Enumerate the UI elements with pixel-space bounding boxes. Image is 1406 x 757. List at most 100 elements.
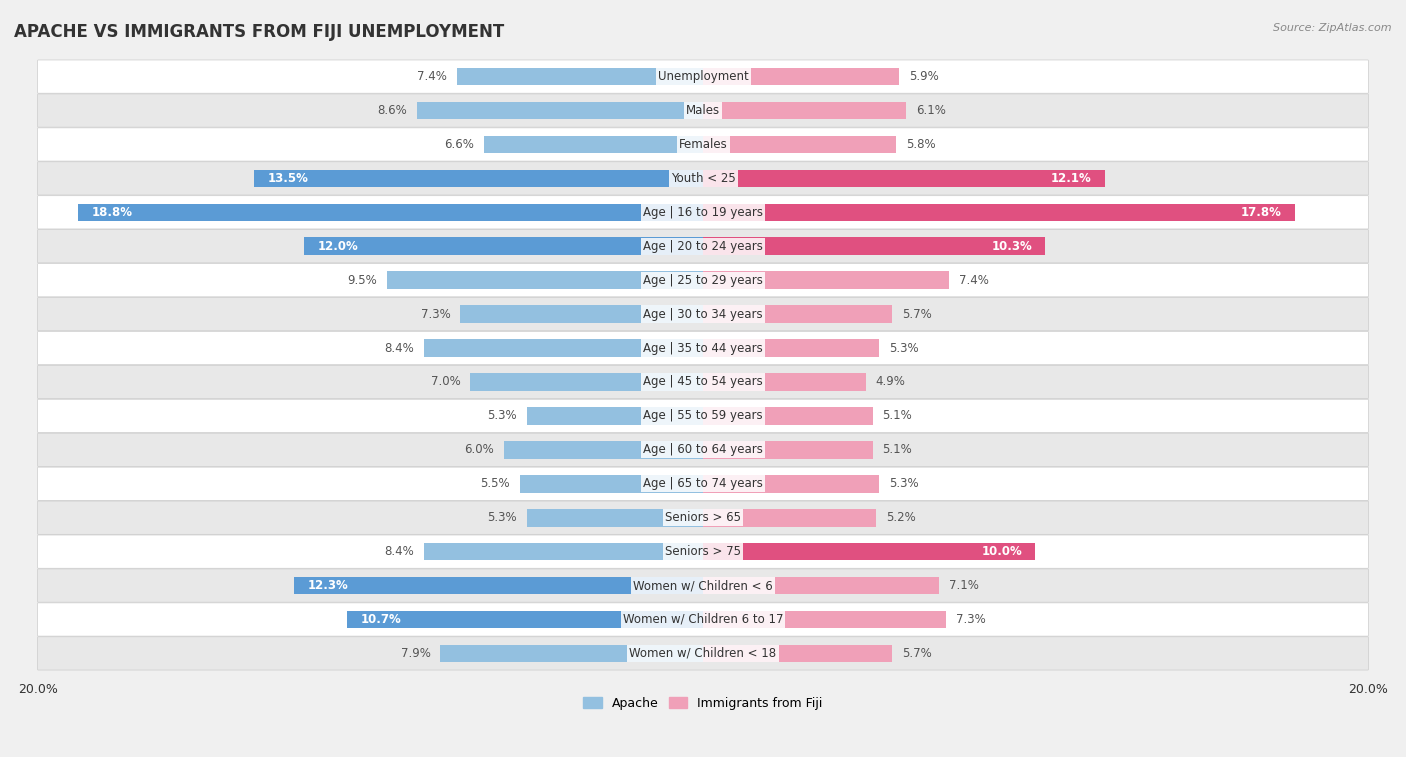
Bar <box>418 101 703 120</box>
Text: Age | 55 to 59 years: Age | 55 to 59 years <box>643 410 763 422</box>
Bar <box>79 204 703 221</box>
Text: 7.3%: 7.3% <box>420 307 450 321</box>
Bar <box>527 407 703 425</box>
Text: 7.0%: 7.0% <box>430 375 460 388</box>
Bar <box>527 509 703 527</box>
Bar <box>254 170 703 187</box>
Bar <box>703 101 905 120</box>
Text: 7.1%: 7.1% <box>949 579 979 592</box>
Bar <box>440 645 703 662</box>
FancyBboxPatch shape <box>38 60 1368 93</box>
Bar <box>471 373 703 391</box>
Text: Seniors > 75: Seniors > 75 <box>665 545 741 558</box>
FancyBboxPatch shape <box>38 399 1368 432</box>
Bar <box>703 543 1035 560</box>
Text: 12.1%: 12.1% <box>1052 172 1092 185</box>
FancyBboxPatch shape <box>38 467 1368 500</box>
Bar <box>703 441 873 459</box>
Text: 4.9%: 4.9% <box>876 375 905 388</box>
Text: 10.3%: 10.3% <box>991 240 1032 253</box>
FancyBboxPatch shape <box>38 603 1368 636</box>
Text: 17.8%: 17.8% <box>1240 206 1281 219</box>
FancyBboxPatch shape <box>38 128 1368 161</box>
Text: Age | 65 to 74 years: Age | 65 to 74 years <box>643 477 763 491</box>
Bar <box>703 373 866 391</box>
Text: 8.6%: 8.6% <box>377 104 408 117</box>
FancyBboxPatch shape <box>38 332 1368 365</box>
Text: 8.4%: 8.4% <box>384 341 413 354</box>
Text: Women w/ Children < 6: Women w/ Children < 6 <box>633 579 773 592</box>
Text: 5.7%: 5.7% <box>903 307 932 321</box>
FancyBboxPatch shape <box>38 569 1368 602</box>
Text: Seniors > 65: Seniors > 65 <box>665 511 741 524</box>
Text: 7.3%: 7.3% <box>956 613 986 626</box>
Text: 5.8%: 5.8% <box>905 138 935 151</box>
Text: 5.1%: 5.1% <box>883 410 912 422</box>
FancyBboxPatch shape <box>38 196 1368 229</box>
Bar <box>304 238 703 255</box>
Text: 5.2%: 5.2% <box>886 511 915 524</box>
Text: 7.4%: 7.4% <box>418 70 447 83</box>
Text: Source: ZipAtlas.com: Source: ZipAtlas.com <box>1274 23 1392 33</box>
Bar <box>503 441 703 459</box>
Text: 5.3%: 5.3% <box>889 341 918 354</box>
Text: 6.0%: 6.0% <box>464 444 494 456</box>
Text: Age | 20 to 24 years: Age | 20 to 24 years <box>643 240 763 253</box>
Text: 5.3%: 5.3% <box>889 477 918 491</box>
Text: Age | 25 to 29 years: Age | 25 to 29 years <box>643 274 763 287</box>
Text: 8.4%: 8.4% <box>384 545 413 558</box>
Text: Age | 35 to 44 years: Age | 35 to 44 years <box>643 341 763 354</box>
FancyBboxPatch shape <box>38 298 1368 331</box>
Text: 7.9%: 7.9% <box>401 647 430 660</box>
FancyBboxPatch shape <box>38 366 1368 399</box>
Bar <box>423 339 703 357</box>
Bar <box>703 238 1045 255</box>
Bar <box>703 577 939 594</box>
FancyBboxPatch shape <box>38 501 1368 534</box>
Bar <box>520 475 703 493</box>
Text: 5.7%: 5.7% <box>903 647 932 660</box>
Text: 18.8%: 18.8% <box>91 206 132 219</box>
Bar <box>703 475 879 493</box>
FancyBboxPatch shape <box>38 433 1368 466</box>
Text: 5.3%: 5.3% <box>488 410 517 422</box>
Text: Age | 16 to 19 years: Age | 16 to 19 years <box>643 206 763 219</box>
Legend: Apache, Immigrants from Fiji: Apache, Immigrants from Fiji <box>578 692 828 715</box>
Text: Unemployment: Unemployment <box>658 70 748 83</box>
Text: 10.0%: 10.0% <box>981 545 1022 558</box>
Bar <box>460 305 703 323</box>
Bar <box>703 305 893 323</box>
Text: Males: Males <box>686 104 720 117</box>
Bar <box>703 170 1105 187</box>
FancyBboxPatch shape <box>38 263 1368 297</box>
Bar <box>703 645 893 662</box>
Text: Women w/ Children 6 to 17: Women w/ Children 6 to 17 <box>623 613 783 626</box>
Bar <box>484 136 703 153</box>
Text: 10.7%: 10.7% <box>361 613 401 626</box>
Text: 13.5%: 13.5% <box>267 172 308 185</box>
FancyBboxPatch shape <box>38 94 1368 127</box>
Bar <box>703 339 879 357</box>
Text: 6.6%: 6.6% <box>444 138 474 151</box>
Text: 7.4%: 7.4% <box>959 274 988 287</box>
Text: Women w/ Children < 18: Women w/ Children < 18 <box>630 647 776 660</box>
Bar <box>457 68 703 86</box>
Bar <box>294 577 703 594</box>
FancyBboxPatch shape <box>38 535 1368 569</box>
Text: Age | 30 to 34 years: Age | 30 to 34 years <box>643 307 763 321</box>
Text: Age | 60 to 64 years: Age | 60 to 64 years <box>643 444 763 456</box>
Text: 6.1%: 6.1% <box>915 104 946 117</box>
Text: 5.9%: 5.9% <box>910 70 939 83</box>
Text: 12.0%: 12.0% <box>318 240 359 253</box>
Text: Females: Females <box>679 138 727 151</box>
FancyBboxPatch shape <box>38 229 1368 263</box>
Text: 5.1%: 5.1% <box>883 444 912 456</box>
Bar <box>703 271 949 289</box>
Bar <box>703 136 896 153</box>
Text: 5.5%: 5.5% <box>481 477 510 491</box>
Text: Youth < 25: Youth < 25 <box>671 172 735 185</box>
Bar <box>347 611 703 628</box>
Bar <box>703 611 946 628</box>
Text: APACHE VS IMMIGRANTS FROM FIJI UNEMPLOYMENT: APACHE VS IMMIGRANTS FROM FIJI UNEMPLOYM… <box>14 23 505 41</box>
Text: 12.3%: 12.3% <box>308 579 349 592</box>
